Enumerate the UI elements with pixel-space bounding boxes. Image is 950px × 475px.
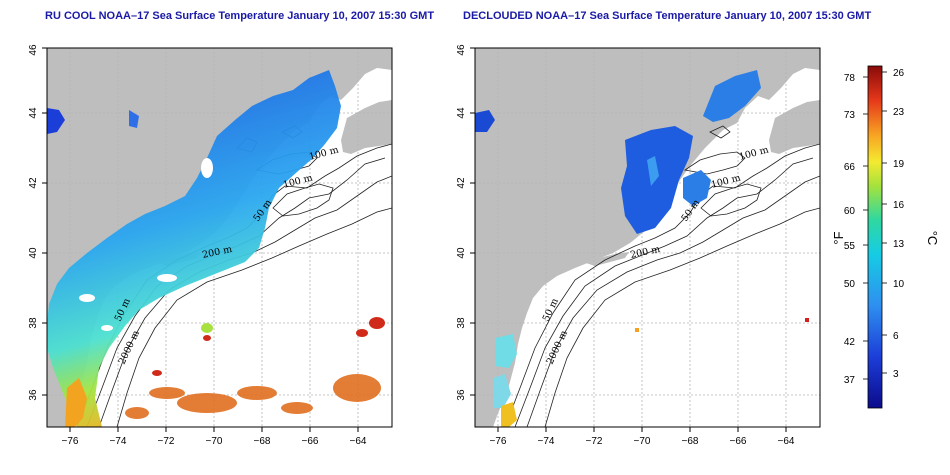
x-tick-label: −76	[490, 436, 507, 447]
x-tick-label: −64	[350, 436, 367, 447]
colorbar-f-tick: 37	[844, 375, 856, 386]
right-x-tick-labels: −76 −74 −72 −70 −68 −66 −64	[490, 436, 795, 447]
colorbar-gradient	[867, 65, 883, 409]
y-tick-label: 40	[456, 247, 467, 259]
y-tick-label: 38	[28, 317, 39, 329]
x-tick-label: −72	[586, 436, 603, 447]
colorbar-f-tick: 42	[844, 337, 856, 348]
colorbar-f-tick: 78	[844, 73, 856, 84]
left-axes	[42, 47, 359, 432]
x-tick-label: −68	[682, 436, 699, 447]
x-tick-label: −70	[634, 436, 651, 447]
y-tick-label: 46	[28, 44, 39, 56]
x-tick-label: −68	[254, 436, 271, 447]
colorbar-c-tick: 6	[893, 331, 899, 342]
panel-title-right: DECLOUDED NOAA–17 Sea Surface Temperatur…	[463, 10, 872, 22]
colorbar-f-tick: 66	[844, 162, 856, 173]
y-tick-label: 38	[456, 317, 467, 329]
x-tick-label: −66	[730, 436, 747, 447]
y-tick-label: 42	[456, 177, 467, 189]
y-tick-label: 36	[28, 389, 39, 401]
y-tick-label: 42	[28, 177, 39, 189]
x-tick-label: −64	[778, 436, 795, 447]
colorbar-c-tick: 23	[893, 107, 905, 118]
x-tick-label: −74	[110, 436, 127, 447]
x-tick-label: −74	[538, 436, 555, 447]
sst-field-right	[475, 70, 809, 427]
sst-field-left	[47, 70, 341, 427]
colorbar-f-tick: 73	[844, 110, 856, 121]
left-y-tick-labels: 36 38 40 42 44 46	[28, 44, 39, 401]
colorbar: 78 73 66 60 55 50 42 37 26 23 19 16 13 1…	[831, 65, 940, 409]
colorbar-f-ticks: 78 73 66 60 55 50 42 37	[844, 73, 856, 386]
colorbar-c-unit: °C	[925, 231, 940, 246]
y-tick-label: 40	[28, 247, 39, 259]
colorbar-c-tick: 10	[893, 279, 905, 290]
colorbar-c-tick: 13	[893, 239, 905, 250]
colorbar-c-tick: 3	[893, 369, 899, 380]
x-tick-label: −70	[206, 436, 223, 447]
colorbar-c-tick: 19	[893, 159, 905, 170]
x-tick-label: −72	[158, 436, 175, 447]
panel-title-left: RU COOL NOAA–17 Sea Surface Temperature …	[45, 10, 435, 22]
left-x-tick-labels: −76 −74 −72 −70 −68 −66 −64	[62, 436, 367, 447]
right-axes	[470, 47, 787, 432]
right-map-panel	[474, 47, 821, 428]
colorbar-f-unit: °F	[831, 231, 846, 244]
colorbar-f-tick: 55	[844, 241, 856, 252]
colorbar-c-tick: 26	[893, 68, 905, 79]
y-tick-label: 46	[456, 44, 467, 56]
x-tick-label: −66	[302, 436, 319, 447]
colorbar-c-tick: 16	[893, 200, 905, 211]
y-tick-label: 44	[28, 107, 39, 119]
x-tick-label: −76	[62, 436, 79, 447]
colorbar-f-tick: 60	[844, 206, 856, 217]
right-y-tick-labels: 36 38 40 42 44 46	[456, 44, 467, 401]
colorbar-c-ticks: 26 23 19 16 13 10 6 3	[893, 68, 905, 380]
colorbar-f-tick: 50	[844, 279, 856, 290]
y-tick-label: 44	[456, 107, 467, 119]
y-tick-label: 36	[456, 389, 467, 401]
left-map-panel	[46, 47, 393, 428]
